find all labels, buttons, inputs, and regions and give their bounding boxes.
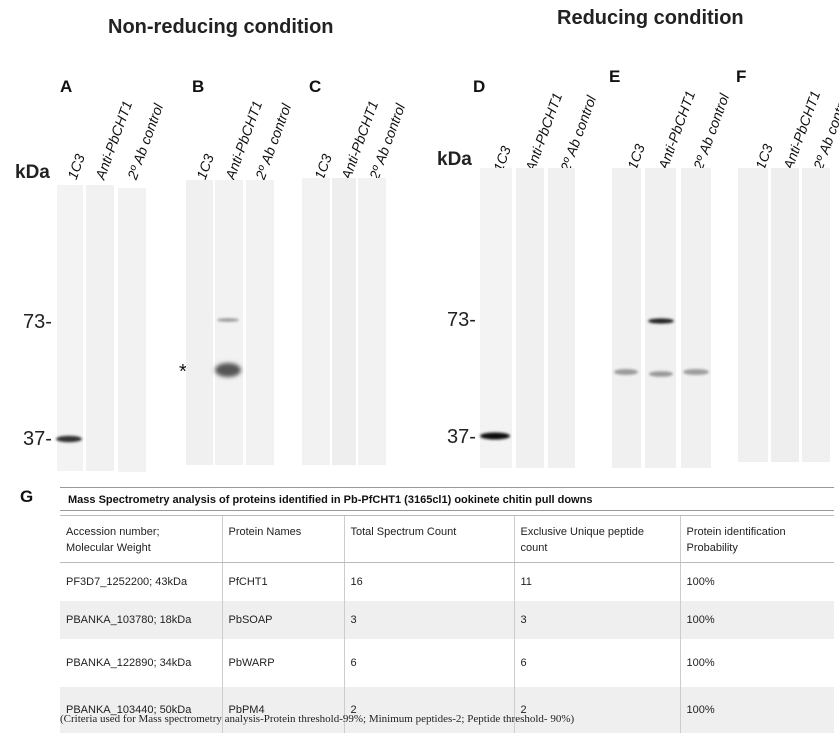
lane-f2: [771, 168, 799, 462]
panel-letter-b: B: [192, 77, 205, 96]
lane-e3: [681, 168, 711, 468]
band-b-anti-faint: [217, 318, 239, 322]
lane-b2: [215, 180, 243, 465]
cell-unique-peptide: 3: [513, 601, 680, 639]
cell-total-spectrum: 6: [343, 639, 514, 687]
cell-total-spectrum: 16: [343, 562, 514, 601]
panel-letter-f: F: [736, 67, 747, 86]
panel-letter-a: A: [60, 77, 73, 96]
reducing-title: Reducing condition: [557, 7, 744, 29]
non-reducing-title: Non-reducing condition: [108, 16, 334, 38]
header-unique-peptide-line2: count: [520, 542, 548, 554]
cell-protein-name: PbWARP: [221, 639, 344, 687]
marker-73-left: 73-: [23, 311, 52, 333]
table-header-row: Accession number; Molecular Weight Prote…: [60, 515, 834, 563]
marker-73-right: 73-: [447, 309, 476, 331]
cell-accession: PBANKA_103440; 50kDa: [60, 687, 222, 733]
header-probability-line2: Probability: [686, 542, 738, 554]
header-accession: Accession number; Molecular Weight: [60, 515, 222, 563]
panel-letter-g: G: [20, 487, 34, 506]
table-row: PBANKA_122890; 34kDa PbWARP 6 6 100%: [60, 639, 834, 687]
marker-37-right: 37-: [447, 426, 476, 448]
asterisk-mark: *: [179, 361, 187, 383]
marker-37-left: 37-: [23, 428, 52, 450]
cell-total-spectrum: 3: [343, 601, 514, 639]
cell-accession: PF3D7_1252200; 43kDa: [60, 562, 222, 601]
cell-unique-peptide: 2: [513, 687, 680, 733]
panel-letter-c: C: [309, 77, 322, 96]
header-protein-names: Protein Names: [221, 515, 344, 563]
cell-unique-peptide: 11: [513, 562, 680, 601]
table-row: PF3D7_1252200; 43kDa PfCHT1 16 11 100%: [60, 562, 834, 601]
header-unique-peptide-line1: Exclusive Unique peptide: [520, 526, 645, 538]
cell-probability: 100%: [679, 639, 834, 687]
cell-protein-name: PbPM4: [221, 687, 344, 733]
table-footnote: (Criteria used for Mass spectrometry ana…: [60, 713, 575, 725]
cell-probability: 100%: [679, 562, 834, 601]
cell-accession: PBANKA_122890; 34kDa: [60, 639, 222, 687]
header-unique-peptide: Exclusive Unique peptide count: [513, 515, 680, 563]
lane-c2: [332, 178, 356, 465]
header-accession-line2: Molecular Weight: [66, 542, 151, 554]
lane-b3: [246, 180, 274, 465]
cell-probability: 100%: [679, 601, 834, 639]
kda-label-left: kDa: [15, 162, 50, 183]
lane-b1: [186, 180, 213, 465]
cell-protein-name: PbSOAP: [221, 601, 344, 639]
lane-f1: [738, 168, 768, 462]
table-caption: Mass Spectrometry analysis of proteins i…: [60, 487, 834, 511]
lane-f3: [802, 168, 830, 462]
mass-spec-table: Accession number; Molecular Weight Prote…: [60, 515, 834, 733]
lane-e1: [612, 168, 641, 468]
header-probability: Protein identification Probability: [679, 515, 834, 563]
band-e-anti-73: [648, 318, 674, 324]
lane-d1: [480, 168, 512, 468]
band-a-1c3: [56, 435, 82, 443]
cell-probability: 100%: [679, 687, 834, 733]
band-e-anti-low: [649, 371, 673, 377]
lane-a3: [118, 188, 146, 472]
header-accession-line1: Accession number;: [66, 526, 160, 538]
lane-e2: [645, 168, 676, 468]
lane-c3: [358, 178, 386, 465]
western-blot-image: [56, 168, 830, 472]
table-row: PBANKA_103780; 18kDa PbSOAP 3 3 100%: [60, 601, 834, 639]
lane-d3: [548, 168, 575, 468]
panel-letter-d: D: [473, 77, 486, 96]
header-probability-line1: Protein identification: [686, 526, 786, 538]
panel-letter-e: E: [609, 67, 621, 86]
header-protein-names-label: Protein Names: [228, 526, 302, 538]
cell-unique-peptide: 6: [513, 639, 680, 687]
lane-d2: [516, 168, 544, 468]
cell-protein-name: PfCHT1: [221, 562, 344, 601]
band-b-anti: [215, 363, 241, 377]
band-e-control: [683, 369, 709, 375]
kda-label-right: kDa: [437, 149, 472, 170]
header-total-spectrum-label: Total Spectrum Count: [350, 526, 457, 538]
lane-a1: [57, 185, 83, 471]
band-d-1c3: [480, 432, 510, 440]
header-total-spectrum: Total Spectrum Count: [343, 515, 514, 563]
cell-accession: PBANKA_103780; 18kDa: [60, 601, 222, 639]
lane-a2: [86, 185, 114, 471]
lane-c1: [302, 178, 330, 465]
table-row: PBANKA_103440; 50kDa PbPM4 2 2 100%: [60, 687, 834, 733]
cell-total-spectrum: 2: [343, 687, 514, 733]
band-e-1c3: [614, 369, 638, 375]
